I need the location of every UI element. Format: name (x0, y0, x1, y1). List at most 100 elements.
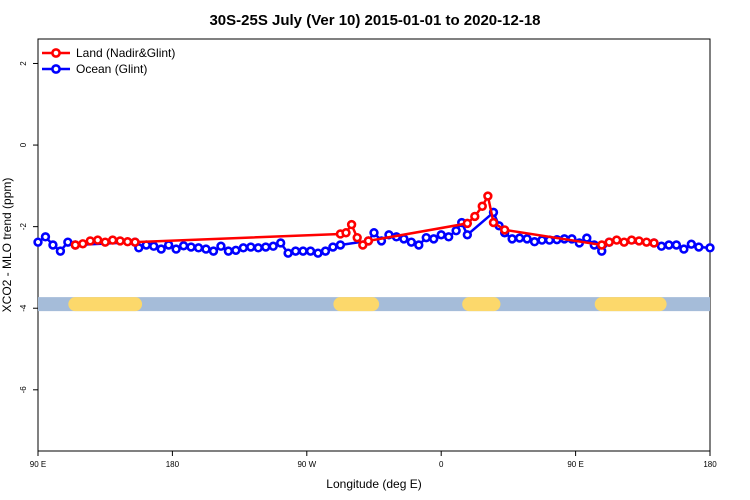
y-tick-label: 2 (19, 61, 28, 66)
data-point (529, 237, 540, 247)
series-land-nadir-glint- (70, 191, 659, 250)
data-point (649, 238, 659, 248)
data-point (421, 232, 431, 243)
data-point (186, 242, 196, 252)
data-point (477, 201, 487, 211)
data-point (63, 237, 73, 247)
data-point (149, 241, 159, 251)
data-point (163, 240, 174, 250)
data-point (328, 242, 338, 252)
data-point (78, 239, 88, 249)
chart-title: 30S-25S July (Ver 10) 2015-01-01 to 2020… (209, 12, 540, 29)
data-point (107, 235, 118, 245)
data-point (231, 245, 241, 256)
legend-label: Ocean (Glint) (76, 62, 147, 76)
data-point (582, 233, 592, 243)
data-point (48, 240, 58, 250)
data-point (85, 236, 95, 246)
data-point (462, 218, 473, 229)
y-tick-label: -2 (19, 223, 28, 231)
data-point (641, 237, 652, 247)
x-tick-label: 0 (439, 460, 444, 469)
legend-marker (51, 48, 61, 58)
data-point (223, 246, 234, 256)
data-point (130, 237, 140, 247)
data-point (499, 225, 510, 235)
data-point (261, 242, 271, 252)
data-point (275, 238, 286, 248)
data-point (436, 230, 446, 240)
data-point (305, 246, 316, 256)
data-point (40, 232, 51, 242)
data-point (122, 237, 133, 247)
data-point (656, 241, 667, 251)
data-point (470, 211, 480, 222)
data-point (100, 237, 110, 247)
data-point (171, 244, 181, 254)
x-tick-label: 180 (703, 460, 717, 469)
data-point (611, 235, 622, 245)
x-tick-label: 90 E (30, 460, 46, 469)
data-point (597, 240, 607, 250)
data-point (604, 237, 614, 247)
data-point (320, 246, 331, 256)
data-point (429, 234, 439, 244)
x-tick-label: 90 E (567, 460, 583, 469)
data-point (634, 236, 644, 246)
data-point (507, 234, 517, 244)
data-point (346, 219, 357, 230)
y-tick-label: -4 (19, 304, 28, 312)
data-point (283, 248, 293, 258)
data-point (313, 248, 323, 258)
data-point (352, 232, 362, 243)
data-point (514, 233, 525, 243)
data-point (671, 240, 682, 250)
data-point (290, 246, 301, 256)
data-point (363, 236, 374, 246)
data-point (626, 235, 637, 245)
data-point (246, 242, 256, 252)
data-point (178, 241, 189, 251)
data-point (33, 237, 43, 247)
data-point (55, 246, 66, 256)
x-axis-label: Longitude (deg E) (326, 477, 421, 491)
data-point (462, 230, 473, 240)
data-point (193, 243, 204, 253)
data-point (406, 237, 417, 247)
data-point (705, 243, 715, 253)
data-point (93, 235, 103, 245)
data-point (483, 191, 493, 201)
data-point (298, 246, 308, 256)
data-point (537, 235, 547, 245)
data-point (443, 232, 454, 242)
data-point (679, 244, 689, 254)
data-point (253, 243, 263, 253)
data-point (208, 246, 219, 256)
legend: Land (Nadir&Glint) Ocean (Glint) (42, 46, 175, 76)
series-ocean-glint- (33, 207, 715, 258)
data-point (369, 228, 379, 238)
legend-label: Land (Nadir&Glint) (76, 46, 175, 60)
data-point (216, 241, 226, 251)
data-point (70, 240, 81, 250)
data-point (201, 244, 211, 254)
data-point (694, 242, 704, 252)
y-axis-label: XCO2 - MLO trend (ppm) (0, 178, 14, 313)
x-tick-label: 180 (166, 460, 180, 469)
data-point (341, 228, 351, 238)
x-tick-label: 90 W (297, 460, 316, 469)
data-point (115, 236, 125, 246)
data-point (686, 239, 697, 249)
legend-item: Land (Nadir&Glint) (42, 46, 175, 60)
y-tick-label: 0 (19, 142, 28, 147)
data-point (335, 240, 346, 250)
legend-marker (51, 64, 61, 74)
data-point (238, 243, 249, 253)
data-point (451, 226, 461, 236)
legend-item: Ocean (Glint) (42, 62, 147, 76)
data-point (522, 234, 532, 244)
data-point (268, 241, 278, 251)
data-point (399, 234, 409, 244)
data-point (156, 244, 166, 254)
